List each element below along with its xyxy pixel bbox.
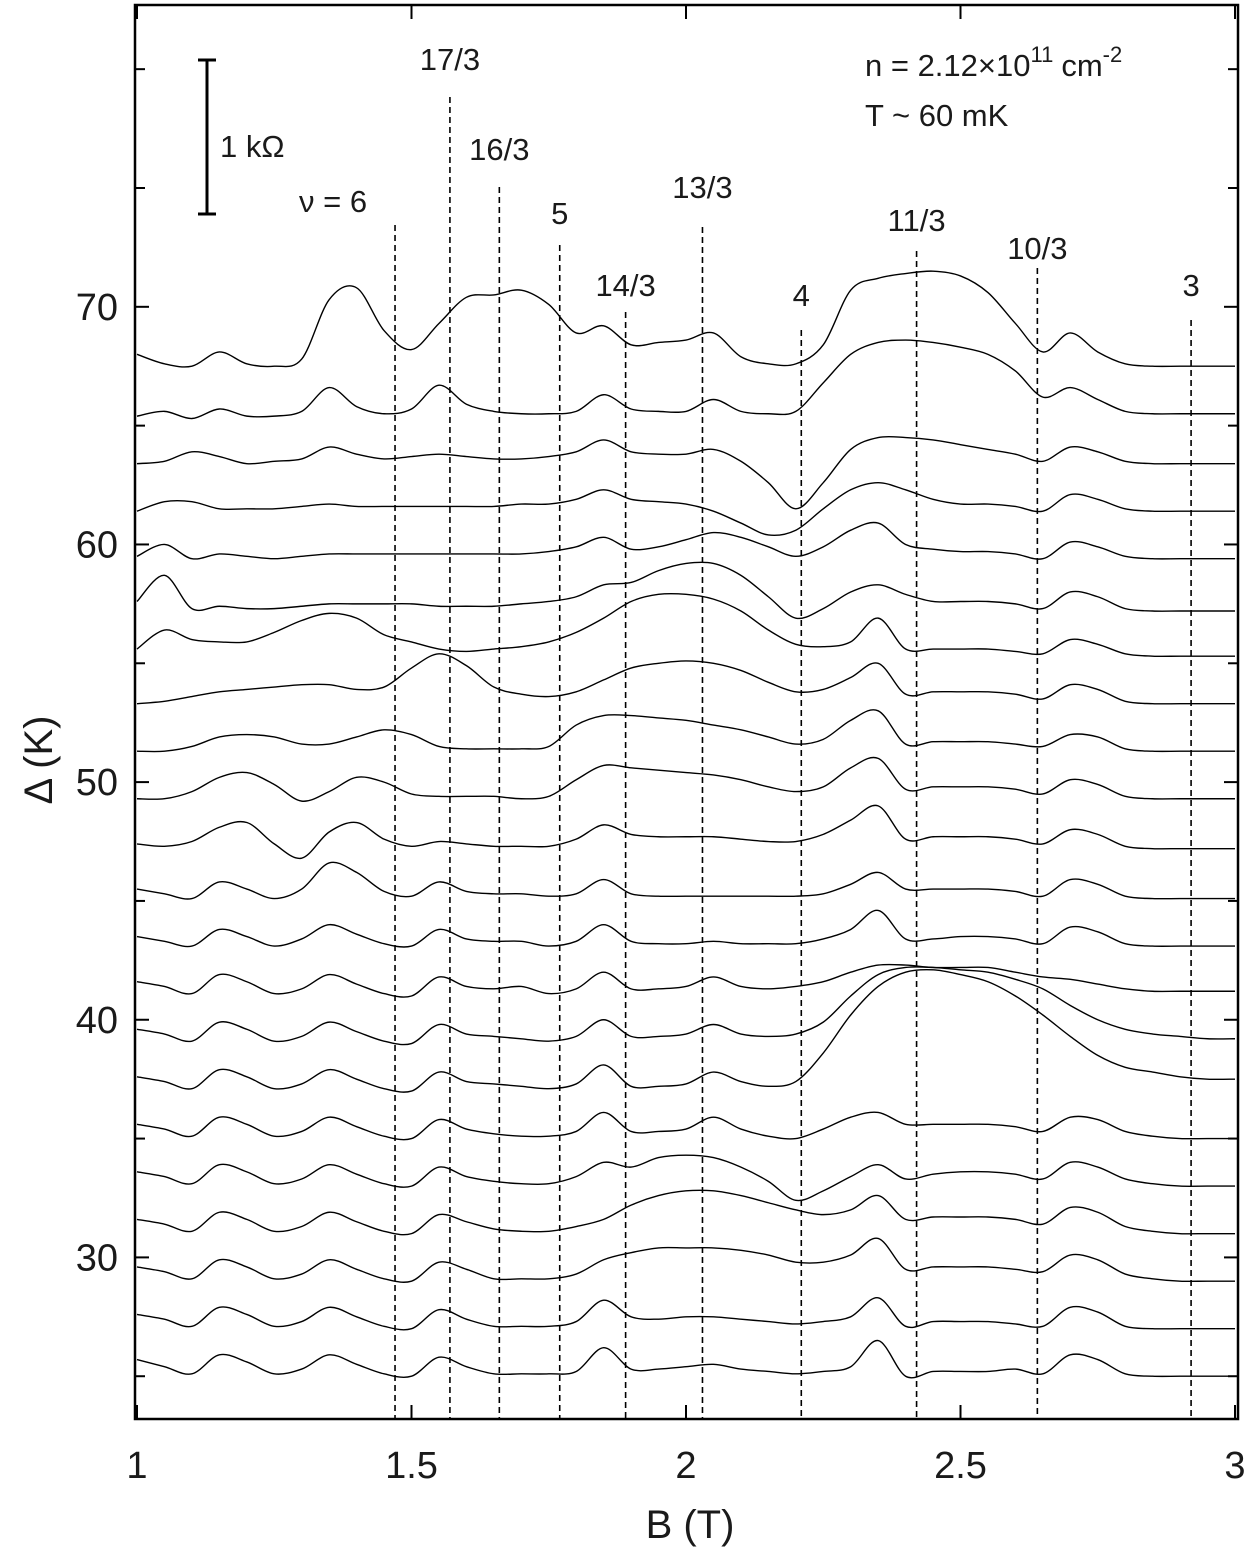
filling-factor-label: 13/3 <box>672 170 732 205</box>
x-axis-title: B (T) <box>646 1503 735 1547</box>
filling-factor-label: 10/3 <box>1007 231 1067 266</box>
filling-factor-label: 17/3 <box>420 42 480 77</box>
trace <box>136 435 1235 510</box>
scale-bar-label: 1 kΩ <box>220 129 285 164</box>
trace <box>136 1297 1235 1331</box>
x-tick-label: 1 <box>126 1445 147 1487</box>
x-tick-label: 2.5 <box>934 1445 987 1487</box>
traces <box>136 270 1236 1379</box>
trace <box>136 756 1235 802</box>
filling-factor-label: ν = 6 <box>299 184 367 219</box>
y-tick-label: 50 <box>76 762 118 804</box>
y-axis-title: Δ (K) <box>17 716 61 805</box>
trace <box>136 963 1235 998</box>
filling-factor-label: 4 <box>793 278 810 313</box>
trace <box>136 339 1235 420</box>
filling-factor-label: 5 <box>551 196 568 231</box>
trace <box>136 1154 1235 1202</box>
trace <box>136 521 1235 560</box>
trace <box>136 653 1235 705</box>
density-text: n = 2.12×10 <box>865 48 1031 83</box>
trace <box>136 968 1236 1093</box>
density-exponent: 11 <box>1031 42 1054 67</box>
y-tick-label: 70 <box>76 287 118 329</box>
filling-factor-label: 14/3 <box>595 268 655 303</box>
trace <box>136 1111 1235 1141</box>
trace <box>136 1189 1235 1236</box>
trace <box>136 270 1235 368</box>
density-unit: cm <box>1061 48 1102 83</box>
density-annotation: n = 2.12×1011 cm-2 <box>865 42 1122 83</box>
x-tick-label: 3 <box>1224 1445 1245 1487</box>
trace <box>136 909 1235 948</box>
filling-factor-label: 3 <box>1182 268 1199 303</box>
trace <box>136 561 1235 620</box>
trace <box>136 592 1235 658</box>
trace <box>136 1237 1235 1283</box>
scale-bar <box>198 58 216 216</box>
y-tick-label: 30 <box>76 1237 118 1279</box>
filling-factor-label: 11/3 <box>888 203 946 238</box>
x-tick-label: 1.5 <box>385 1445 438 1487</box>
x-tick-label: 2 <box>675 1445 696 1487</box>
trace <box>136 709 1235 753</box>
density-unit-exponent: -2 <box>1103 42 1123 67</box>
trace <box>136 861 1235 900</box>
trace <box>136 804 1235 860</box>
trace <box>136 481 1236 537</box>
y-tick-label: 40 <box>76 1000 118 1042</box>
temperature-annotation: T ~ 60 mK <box>865 98 1009 133</box>
filling-factor-label: 16/3 <box>469 132 529 167</box>
y-tick-label: 60 <box>76 524 118 566</box>
trace <box>136 1339 1235 1379</box>
trace <box>136 966 1236 1046</box>
